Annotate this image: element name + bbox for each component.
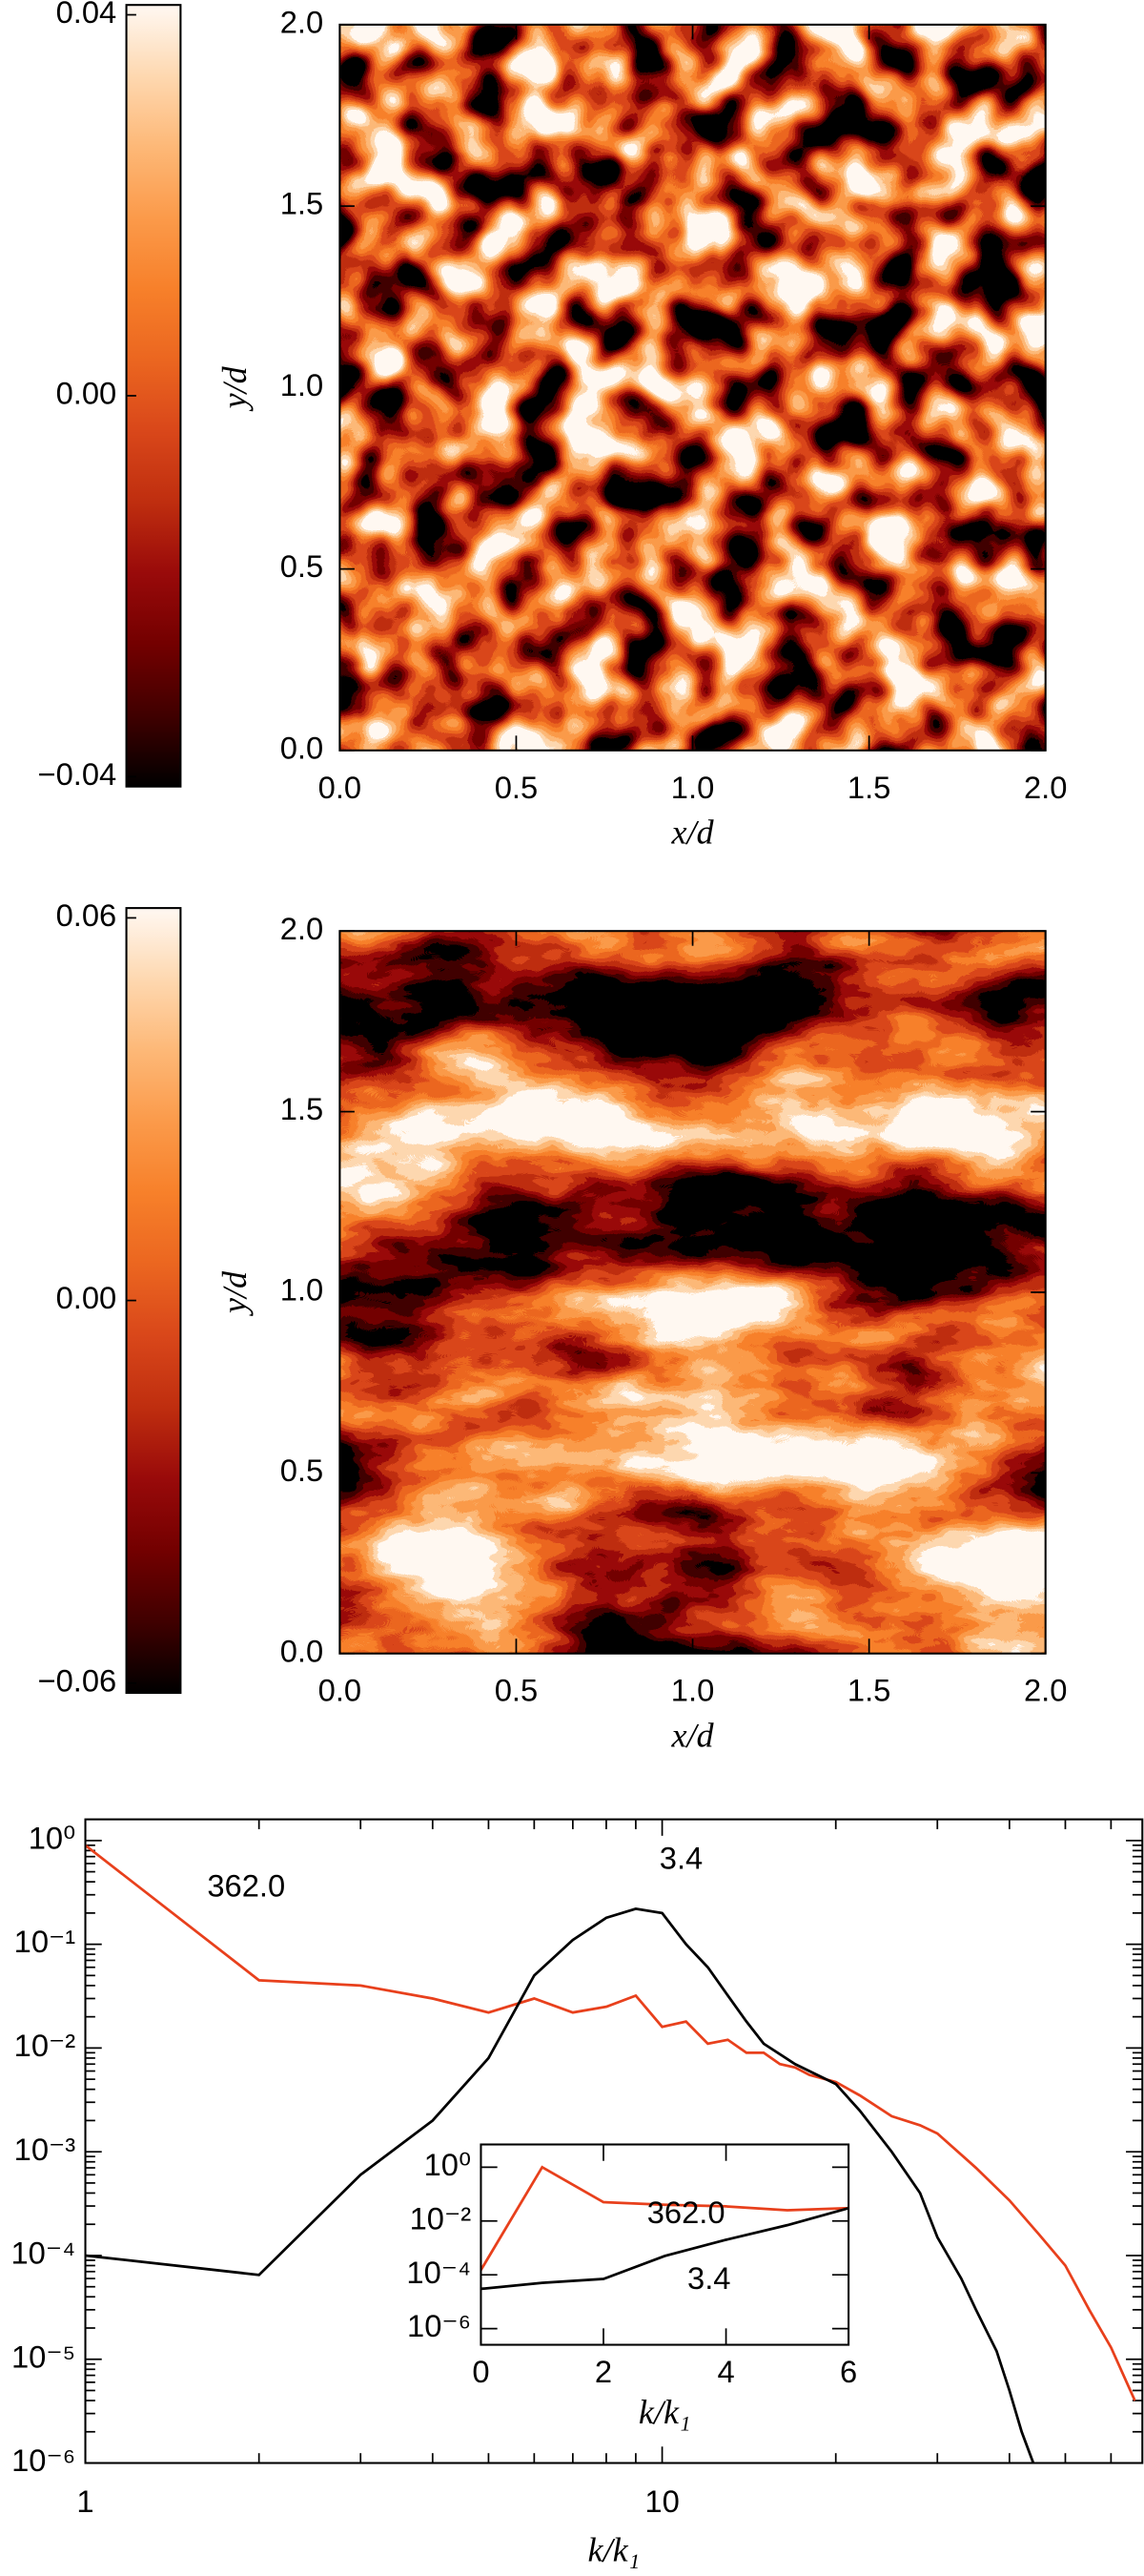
y-axis-label: y/d (215, 1270, 254, 1317)
x-tick-label: 6 (840, 2354, 857, 2389)
x-tick-label: 0 (472, 2354, 489, 2389)
y-axis-label: y/d (215, 365, 254, 412)
heatmap-image (339, 931, 1046, 1654)
heatmap-image (339, 24, 1046, 751)
x-tick-label: 1.5 (848, 770, 890, 805)
y-tick-label: 10⁻⁴ (10, 2236, 75, 2271)
y-tick-label: 2.0 (280, 911, 323, 946)
y-tick-label: 0.0 (280, 1633, 323, 1668)
colorbar-tick-label: 0.04 (56, 0, 117, 30)
x-tick-label: 2.0 (1024, 770, 1067, 805)
y-tick-label: 10⁻⁶ (11, 2442, 75, 2478)
series-line (85, 1906, 1035, 2463)
x-tick-label: 0.0 (318, 770, 361, 805)
y-tick-label: 10⁰ (29, 1820, 75, 1855)
x-tick-label: 10 (644, 2483, 679, 2519)
x-axis-label: k/k₁ (588, 2531, 641, 2569)
x-tick-label: 1.0 (671, 770, 714, 805)
series-label: 362.0 (647, 2195, 725, 2230)
colorbar-tick-label: 0.00 (56, 376, 117, 411)
series-label: 3.4 (660, 1840, 703, 1875)
y-tick-label: 10⁻⁶ (407, 2308, 471, 2343)
y-tick-label: 0.5 (280, 548, 323, 584)
colorbar-tick-label: 0.06 (56, 897, 117, 933)
y-tick-label: 10⁻³ (14, 2132, 76, 2167)
y-tick-label: 0.0 (280, 730, 323, 765)
y-tick-label: 10⁻¹ (14, 1924, 76, 1959)
x-axis-label: x/d (670, 814, 714, 852)
plot-area (85, 1819, 1143, 2463)
x-tick-label: 1.0 (671, 1673, 714, 1708)
y-tick-label: 10⁰ (424, 2147, 472, 2182)
x-axis-label: k/k₁ (639, 2393, 691, 2431)
plot-frame (84, 1818, 1144, 2464)
colorbar-tick-label: 0.00 (56, 1280, 117, 1315)
x-tick-label: 2 (595, 2354, 612, 2389)
y-tick-label: 1.0 (280, 1272, 323, 1308)
x-tick-label: 2.0 (1024, 1673, 1067, 1708)
colorbar-tick-label: −0.04 (37, 756, 116, 792)
x-tick-label: 4 (717, 2354, 734, 2389)
series-line (480, 2165, 849, 2271)
y-tick-label: 1.5 (280, 186, 323, 221)
x-tick-label: 0.5 (495, 770, 538, 805)
colorbar-tick-label: −0.06 (37, 1662, 116, 1698)
y-tick-label: 10⁻⁴ (406, 2255, 471, 2290)
series-label: 3.4 (687, 2260, 730, 2296)
x-tick-label: 1.5 (848, 1673, 890, 1708)
y-tick-label: 1.5 (280, 1091, 323, 1126)
plot-area (480, 2144, 849, 2345)
x-tick-label: 0.0 (318, 1673, 361, 1708)
y-tick-label: 2.0 (280, 4, 323, 39)
y-tick-label: 10⁻² (410, 2200, 472, 2236)
y-tick-label: 1.0 (280, 367, 323, 402)
series-line (480, 2206, 849, 2291)
x-axis-label: x/d (670, 1717, 714, 1755)
x-tick-label: 0.5 (495, 1673, 538, 1708)
plot-frame (480, 2143, 850, 2346)
x-tick-label: 1 (76, 2483, 93, 2519)
y-tick-label: 10⁻² (14, 2028, 76, 2063)
series-line (85, 1844, 1136, 2401)
y-tick-label: 10⁻⁵ (11, 2339, 75, 2374)
series-label: 362.0 (207, 1868, 285, 1904)
y-tick-label: 0.5 (280, 1453, 323, 1488)
